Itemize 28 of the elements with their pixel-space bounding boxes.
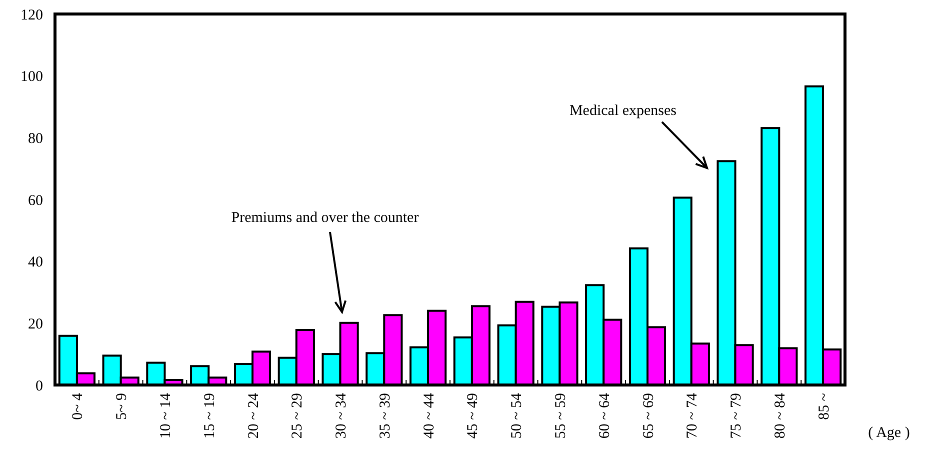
y-tick-label: 120 xyxy=(20,7,43,24)
x-tick-label: 75 ~ 79 xyxy=(728,393,745,439)
y-tick-label: 0 xyxy=(36,378,43,394)
x-tick-label: 85 ~ xyxy=(816,393,832,420)
annotation: Medical expenses xyxy=(569,103,677,119)
x-axis-title: ( Age ) xyxy=(868,425,910,441)
x-tick-label: 60 ~ 64 xyxy=(596,392,613,439)
x-tick-label: 55 ~ 59 xyxy=(552,393,569,439)
x-tick-label: 25 ~ 29 xyxy=(290,393,306,439)
x-tick-label: 5~ 9 xyxy=(114,393,130,420)
y-tick-label: 100 xyxy=(20,69,43,86)
x-tick-label: 35 ~ 39 xyxy=(377,393,394,439)
y-tick-label: 80 xyxy=(28,130,43,147)
y-tick-label: 20 xyxy=(28,316,43,332)
x-tick-label: 30 ~ 34 xyxy=(334,392,350,439)
x-tick-label: 20 ~ 24 xyxy=(246,392,262,439)
x-tick-label: 45 ~ 49 xyxy=(465,393,482,439)
y-tick-label: 60 xyxy=(28,192,43,209)
annotation: Premiums and over the counter xyxy=(231,210,419,226)
x-tick-label: 40 ~ 44 xyxy=(421,392,438,439)
y-tick-label: 40 xyxy=(28,254,43,271)
x-tick-label: 80 ~ 84 xyxy=(772,392,788,439)
x-tick-label: 65 ~ 69 xyxy=(640,393,657,439)
x-tick-label: 50 ~ 54 xyxy=(509,392,526,439)
x-tick-label: 10 ~ 14 xyxy=(158,392,174,439)
x-tick-label: 0~ 4 xyxy=(70,392,86,420)
x-tick-label: 70 ~ 74 xyxy=(684,392,701,439)
x-tick-label: 15 ~ 19 xyxy=(202,393,218,439)
